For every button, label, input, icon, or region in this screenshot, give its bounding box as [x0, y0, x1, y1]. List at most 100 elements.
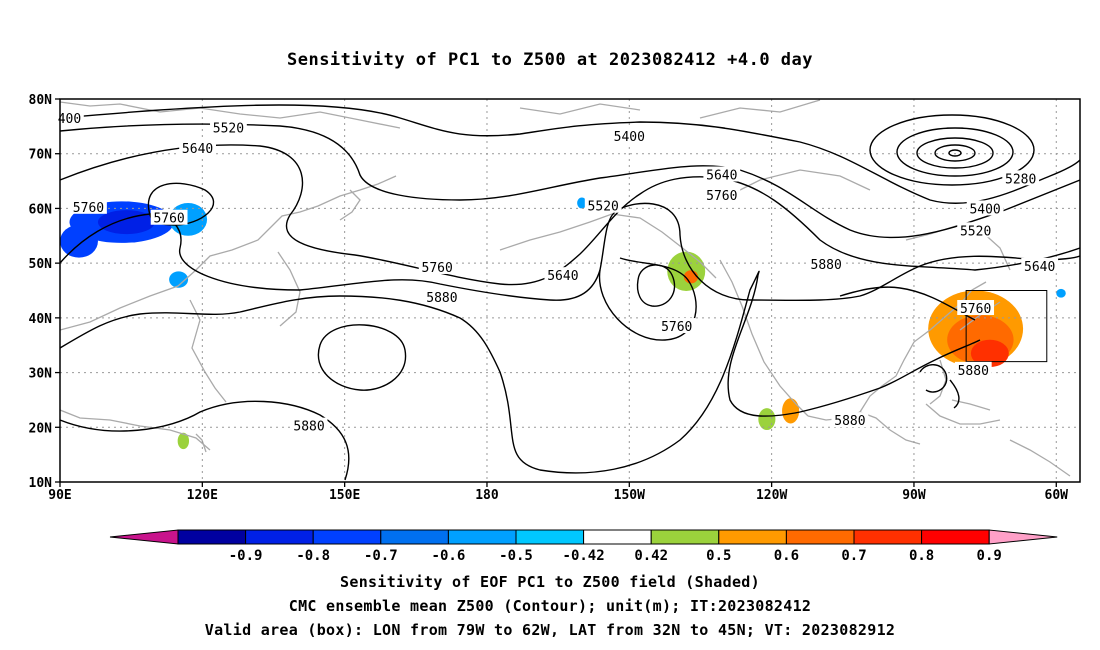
contour-label-bg	[290, 417, 328, 433]
lat-tick-label: 80N	[29, 93, 53, 108]
colorbar-segment	[921, 529, 990, 545]
contour-label: 5880	[958, 364, 989, 379]
colorbar-label: 0.42	[634, 548, 668, 564]
colorbar-label: -0.7	[364, 548, 398, 564]
contour-line	[869, 114, 1035, 186]
colorbar-segment	[312, 529, 382, 545]
contour-line	[934, 144, 976, 162]
contour-label: 5880	[426, 291, 457, 306]
colorbar-segment	[380, 529, 449, 545]
colorbar-segment	[447, 529, 517, 545]
contour-line	[949, 379, 960, 409]
contour-label: 5760	[422, 261, 453, 276]
contour-label-bg	[703, 166, 741, 182]
contour-label: 5760	[661, 320, 692, 335]
colorbar-label: -0.42	[563, 548, 605, 564]
sensitivity-patch	[782, 398, 800, 424]
contour-line	[916, 137, 994, 169]
contour-label-bg	[584, 197, 622, 213]
contour-label-bg	[1002, 170, 1040, 186]
contour-line	[317, 324, 407, 391]
contour-label-bg	[807, 256, 845, 272]
contour-label-bg	[150, 209, 188, 225]
colorbar-label: 0.7	[841, 548, 866, 564]
colorbar-segment	[650, 529, 720, 545]
sensitivity-patch	[577, 197, 587, 209]
contour-label: 5760	[73, 201, 104, 216]
contour-label-bg	[966, 200, 1004, 216]
contour-label: 400	[58, 112, 81, 127]
sensitivity-patch	[60, 224, 98, 258]
sensitivity-patch	[1018, 238, 1047, 255]
sensitivity-patch	[97, 210, 155, 235]
lon-tick-label: 120E	[187, 488, 218, 503]
lat-tick-label: 70N	[29, 148, 53, 163]
z500-contours	[60, 104, 1080, 481]
contour-label: 5880	[834, 414, 865, 429]
contour-line	[919, 364, 948, 393]
contour-label-bg	[70, 198, 107, 214]
lon-tick-label: 90E	[48, 488, 71, 503]
sensitivity-patch	[667, 251, 706, 292]
colorbar-label: 0.8	[909, 548, 934, 564]
lon-tick-label: 90W	[902, 488, 926, 503]
contour-line	[60, 400, 350, 481]
map-title: Sensitivity of PC1 to Z500 at 2023082412…	[286, 50, 813, 70]
contour-label: 5280	[1005, 172, 1036, 187]
lat-tick-label: 40N	[29, 312, 53, 327]
colorbar-label: -0.9	[229, 548, 263, 564]
contour-label-bg	[957, 300, 995, 316]
lon-tick-label: 60W	[1045, 488, 1069, 503]
contour-label-bg	[418, 258, 456, 274]
sensitivity-shading	[60, 183, 1069, 450]
contour-label: 5400	[614, 130, 645, 145]
colorbar-segment	[718, 529, 787, 545]
sensitivity-patch	[758, 408, 776, 431]
colorbar-label: -0.6	[432, 548, 466, 564]
contour-label: 5520	[588, 200, 619, 215]
lat-tick-label: 30N	[29, 367, 53, 382]
plot-frame	[59, 98, 1081, 483]
lat-tick-label: 60N	[29, 202, 53, 217]
contour-label-bg	[831, 412, 869, 428]
sensitivity-patch	[335, 183, 431, 217]
contour-line	[636, 264, 676, 307]
contour-label: 5640	[547, 269, 578, 284]
caption-contour: CMC ensemble mean Z500 (Contour); unit(m…	[288, 597, 812, 615]
contour-label: 5880	[811, 258, 842, 273]
colorbar-segment	[853, 529, 923, 545]
sensitivity-patch	[169, 271, 189, 288]
colorbar: -0.9 -0.8 -0.7 -0.6 -0.5 -0.42 0.42 0.5 0.6 0.7 0.…	[109, 529, 1058, 564]
lat-tick-label: 10N	[29, 476, 53, 491]
contour-label-bg	[55, 110, 84, 126]
contour-label-bg	[954, 361, 992, 377]
colorbar-segment	[177, 529, 247, 545]
contour-label-bg	[423, 289, 461, 305]
contour-label-bg	[610, 128, 648, 144]
lon-tick-label: 120W	[756, 488, 787, 503]
lat-tick-label: 50N	[29, 257, 53, 272]
contour-line	[60, 123, 1080, 239]
sensitivity-patch	[1049, 424, 1069, 441]
colorbar-label: -0.5	[499, 548, 533, 564]
colorbar-label: -0.8	[296, 548, 330, 564]
contour-label: 5520	[960, 224, 991, 239]
contour-line	[60, 104, 1080, 204]
contour-label: 5520	[213, 121, 244, 136]
contour-label: 5880	[293, 420, 324, 435]
contour-line	[948, 149, 962, 157]
contour-label: 5400	[969, 202, 1000, 217]
contour-line	[60, 202, 1080, 302]
contour-line	[60, 270, 981, 474]
sensitivity-patch	[970, 339, 1009, 368]
lon-tick-label: 150W	[614, 488, 645, 503]
lat-tick-label: 20N	[29, 421, 53, 436]
lon-tick-label: 180	[475, 488, 499, 503]
contour-label-bg	[703, 186, 741, 202]
colorbar-high-cap	[988, 529, 1058, 545]
contour-labels: 400 5520 5400 5640 5640 5760 5520 5280 5760 5760 5…	[55, 110, 1059, 435]
lon-tick-label: 150E	[329, 488, 360, 503]
valid-area-box	[965, 290, 1048, 363]
contour-label-bg	[1021, 257, 1059, 273]
